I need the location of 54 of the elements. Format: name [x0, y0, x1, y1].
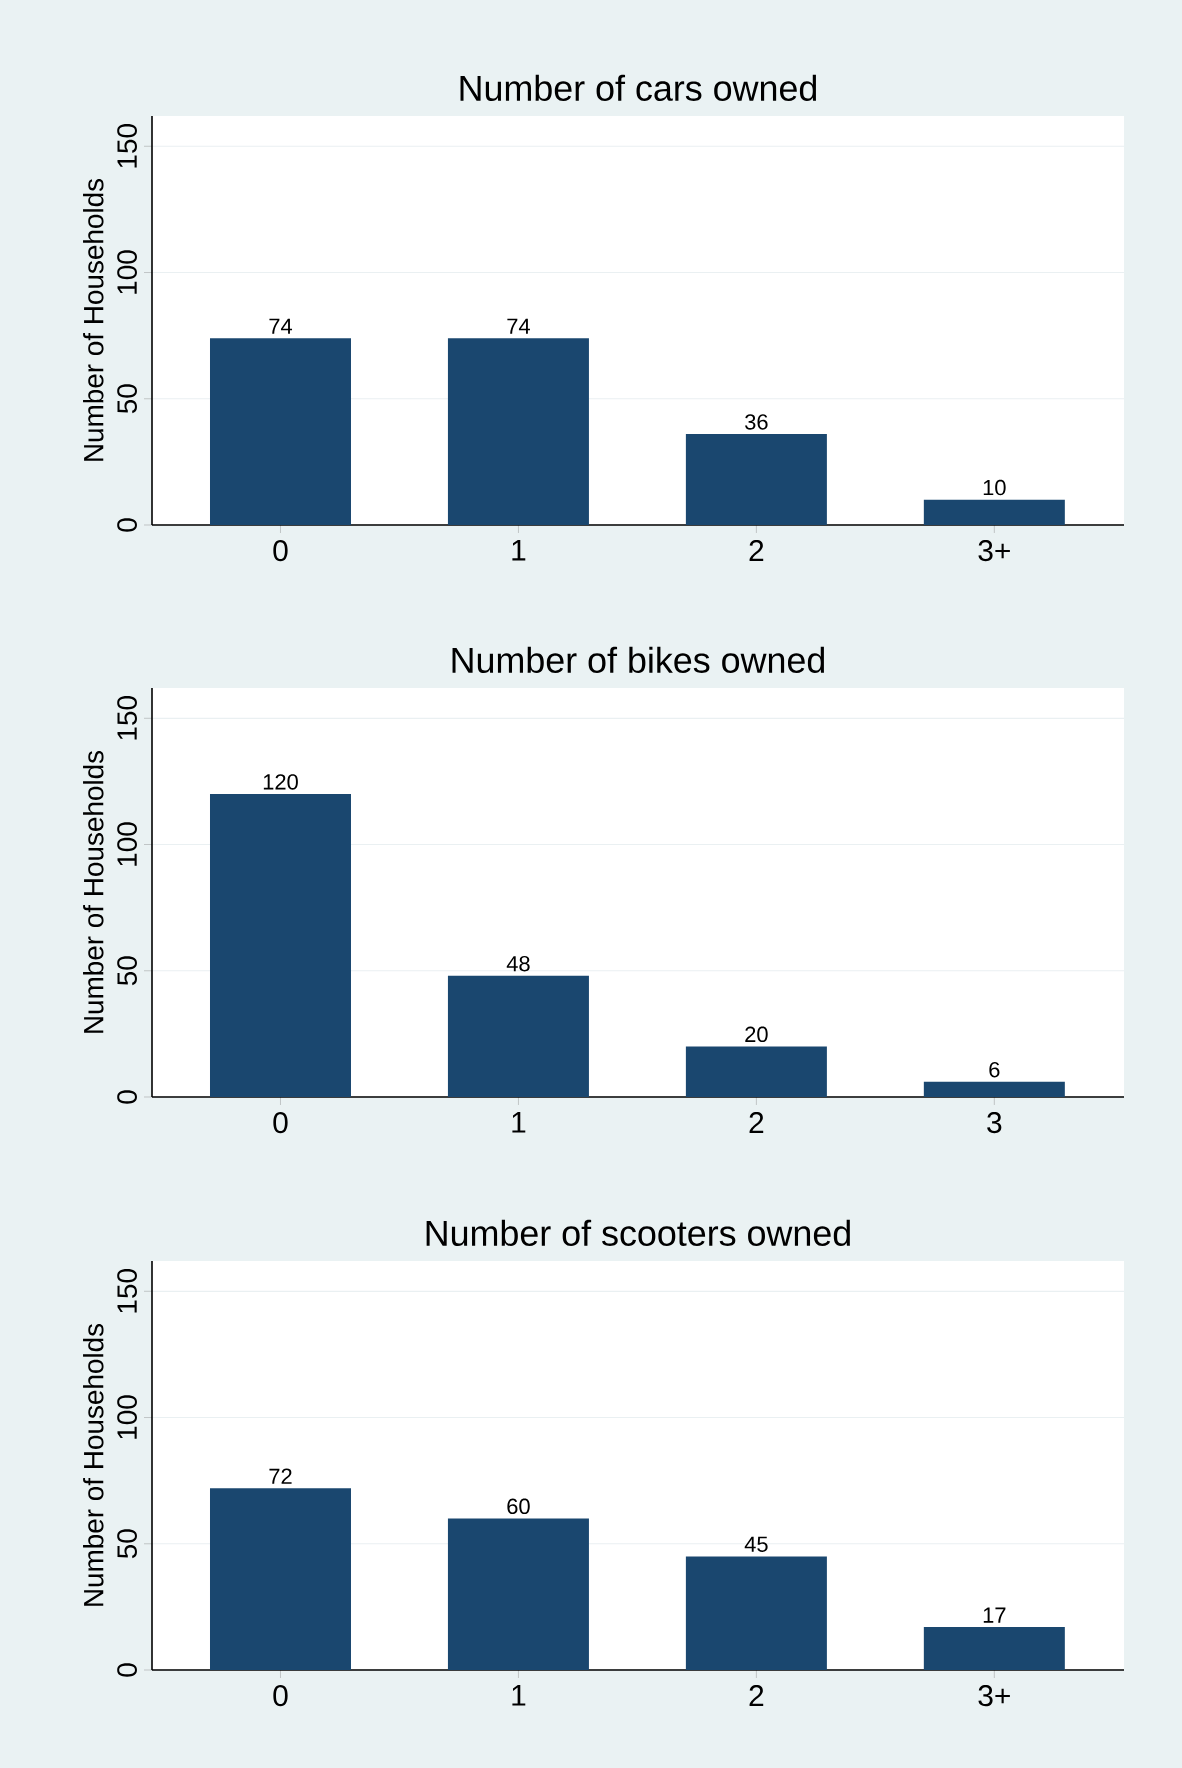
y-tick-label: 100 [117, 1395, 137, 1439]
bar [447, 1518, 589, 1670]
bar [209, 794, 351, 1097]
x-tick-label: 3 [987, 1112, 1002, 1134]
x-tick-label: 1 [512, 1685, 526, 1706]
bar [685, 1556, 827, 1670]
data-label: 74 [269, 318, 293, 334]
y-tick-label: 150 [117, 1269, 137, 1313]
x-tick-label: 2 [749, 1685, 764, 1706]
x-tick-label: 0 [273, 1112, 288, 1134]
x-tick-label: 1 [512, 1112, 526, 1133]
bar [923, 499, 1065, 525]
data-label: 36 [745, 414, 768, 430]
data-label: 48 [506, 955, 530, 972]
bar [447, 338, 589, 525]
data-label: 10 [983, 479, 1006, 496]
chart-title: Number of scooters owned [426, 1219, 850, 1246]
x-tick-label: 0 [273, 540, 288, 562]
x-tick-label: 2 [749, 540, 764, 561]
y-tick-label: 150 [117, 124, 137, 168]
chart-title: Number of cars owned [460, 74, 817, 101]
bar [209, 338, 351, 525]
data-label: 120 [263, 774, 298, 790]
y-tick-label: 100 [117, 250, 137, 294]
y-axis-title: Number of Households [83, 178, 104, 461]
bar [209, 1488, 351, 1670]
y-tick-label: 0 [117, 1663, 137, 1677]
bar [685, 1046, 827, 1097]
x-tick-label: 3+ [978, 540, 1010, 562]
data-label: 45 [744, 1536, 768, 1552]
y-axis-title: Number of Households [83, 1323, 104, 1606]
y-tick-label: 50 [117, 956, 137, 986]
x-tick-label: 2 [749, 1112, 764, 1133]
y-tick-label: 50 [117, 384, 137, 414]
y-axis-title: Number of Households [83, 750, 104, 1033]
x-tick-label: 3+ [978, 1685, 1010, 1707]
y-tick-label: 100 [117, 822, 137, 866]
data-label: 17 [983, 1607, 1006, 1623]
y-tick-label: 0 [117, 1090, 137, 1104]
data-label: 74 [507, 318, 530, 334]
data-label: 60 [507, 1498, 530, 1515]
bar [923, 1627, 1065, 1670]
bar [447, 975, 589, 1097]
y-tick-label: 150 [117, 696, 137, 740]
y-tick-label: 0 [117, 518, 137, 532]
data-label: 6 [989, 1061, 1000, 1078]
bar [685, 434, 827, 525]
x-tick-label: 0 [273, 1685, 288, 1707]
data-label: 72 [269, 1468, 292, 1484]
bar [923, 1081, 1065, 1097]
x-tick-label: 1 [512, 540, 526, 561]
chart-title: Number of bikes owned [452, 646, 824, 673]
y-tick-label: 50 [117, 1529, 137, 1559]
data-label: 20 [745, 1026, 768, 1043]
